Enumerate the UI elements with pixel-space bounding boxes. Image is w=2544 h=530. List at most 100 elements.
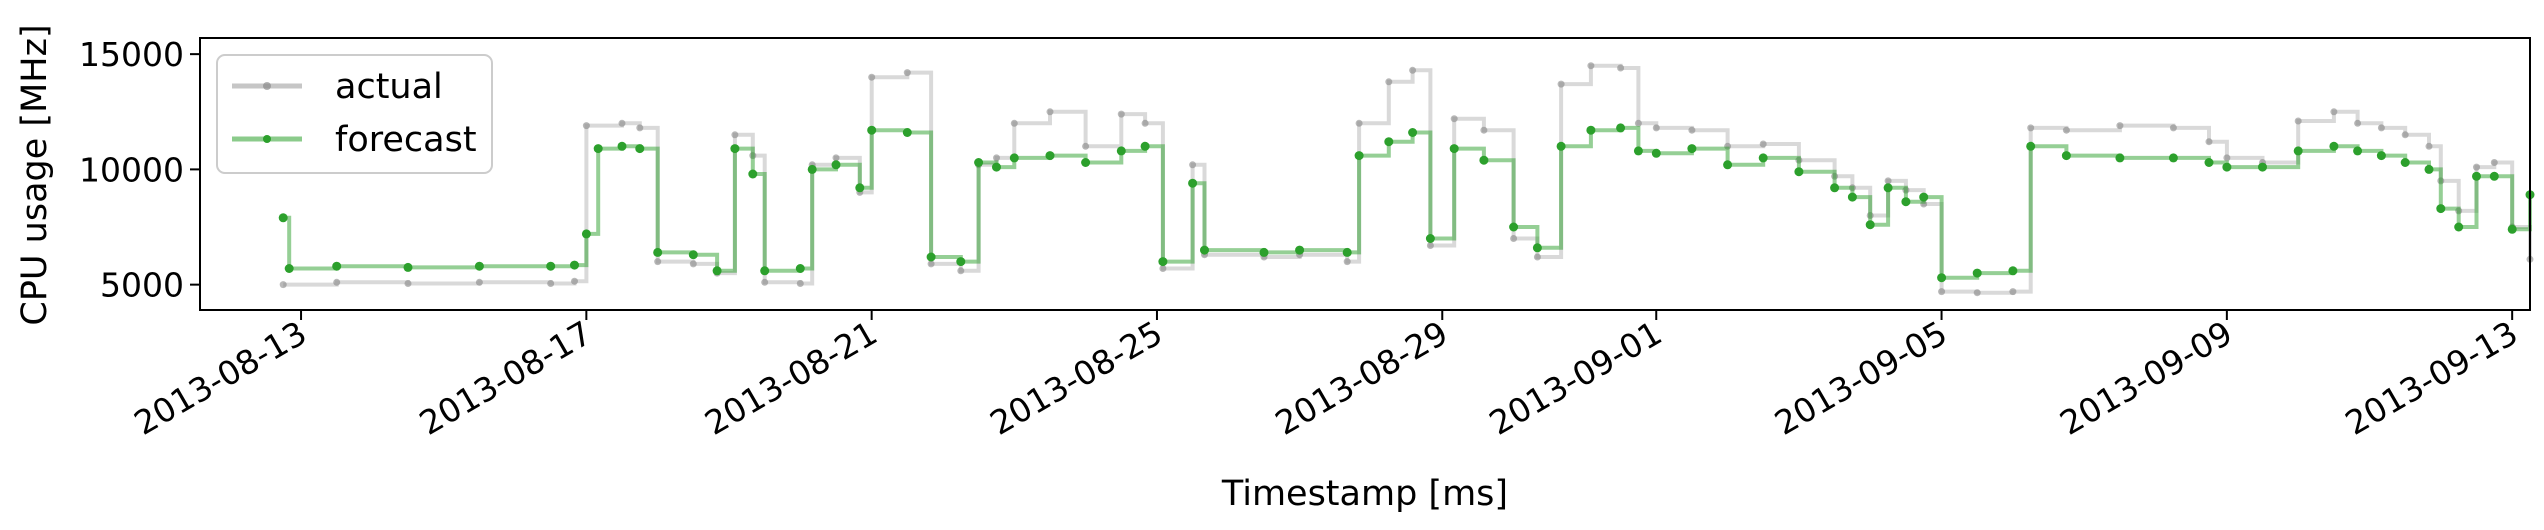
data-point [1972,268,1982,278]
data-point [974,158,984,167]
data-point [2222,162,2232,172]
x-tick-label: 2013-09-01 [1483,313,1669,443]
data-point [1259,247,1269,257]
data-point [404,280,412,287]
data-point [957,267,965,275]
data-point [731,131,739,139]
x-tick-label: 2013-08-25 [983,313,1169,443]
data-point [855,183,865,193]
data-point [1200,245,1209,255]
data-point [1651,148,1661,158]
data-point [2436,204,2446,214]
data-point [2115,153,2125,163]
data-point [1479,155,1489,165]
data-point [1449,144,1459,154]
x-tick-label: 2013-08-29 [1269,313,1455,443]
data-point [926,252,936,262]
data-point [1189,161,1197,169]
data-point [617,141,627,151]
data-point [475,278,483,286]
data-point [1557,80,1565,88]
data-point [618,119,626,127]
data-point [2205,138,2213,146]
data-point [2507,224,2517,234]
data-point [1140,141,1150,151]
data-point [2354,119,2362,127]
data-point [474,261,484,271]
data-point [2116,122,2124,130]
data-point [1159,265,1167,272]
data-point [284,264,294,273]
series-forecast [278,123,2535,283]
data-point [831,160,841,170]
x-tick-label: 2013-09-05 [1768,313,1954,443]
data-point [278,213,288,223]
legend-frame [216,54,493,174]
data-point [1586,125,1596,135]
data-point [1046,108,1054,116]
data-point [1830,183,1840,193]
data-point [571,277,578,285]
legend-forecast-marker [263,135,271,143]
data-point [1652,124,1660,132]
data-point [1355,119,1363,127]
data-point [1188,178,1198,188]
data-point [1342,247,1352,257]
data-point [2293,146,2303,156]
data-point [807,164,817,174]
series-line [283,63,2532,295]
data-point [867,125,877,135]
legend-actual-label: actual [335,67,443,107]
data-point [1865,220,1875,230]
data-point [2489,171,2499,181]
data-point [689,260,697,268]
data-point [2062,126,2070,134]
data-point [593,144,603,154]
data-point [1759,140,1767,148]
series-actual [279,62,2534,297]
data-point [992,162,1001,172]
data-point [1010,119,1018,127]
data-point [2472,171,2481,181]
data-point [1973,289,1981,297]
plot-area [278,62,2535,297]
data-point [2424,164,2434,174]
data-point [2376,151,2386,161]
data-point [2353,146,2363,156]
x-axis-title: Timestamp [ms] [1221,474,1508,514]
data-point [1384,137,1394,147]
legend: actual forecast [216,54,493,174]
data-point [832,154,840,162]
x-tick-label: 2013-08-13 [127,313,313,443]
data-point [1117,110,1125,118]
data-point [1616,123,1626,133]
data-point [796,280,804,287]
plot-frame [199,37,2531,311]
data-point [2473,163,2480,171]
data-point [653,247,663,257]
data-point [1343,258,1351,266]
data-point [1116,146,1126,156]
data-point [2329,141,2339,151]
data-point [2400,158,2410,167]
data-point [1426,242,1434,249]
data-point [2377,124,2385,132]
data-point [333,278,341,286]
data-point [1847,192,1857,202]
data-point [927,260,935,268]
data-point [903,69,911,77]
data-point [1758,153,1768,163]
y-axis: 5000 10000 15000 [79,35,200,305]
data-point [1425,234,1435,243]
data-point [1450,115,1458,123]
x-tick-label: 2013-09-09 [2053,313,2239,443]
data-point [654,258,662,266]
data-point [636,124,644,132]
data-point [279,281,287,289]
data-point [1919,192,1929,202]
data-point [582,122,590,130]
data-point [795,264,805,273]
data-point [1480,126,1488,134]
data-point [761,278,769,286]
data-point [2168,153,2178,163]
